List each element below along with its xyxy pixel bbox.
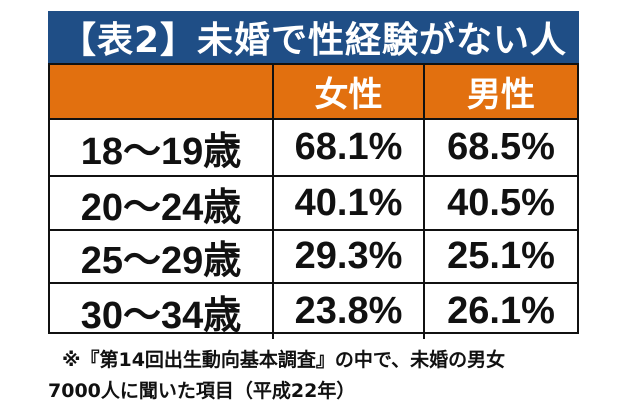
footnote-line-2: 7000人に聞いた項目（平成22年） [48, 380, 356, 402]
header-blank [50, 65, 274, 120]
header-male: 男性 [425, 65, 577, 120]
row-female-value: 29.3% [274, 231, 425, 284]
row-male-value: 26.1% [447, 290, 555, 332]
row-age-label: 20〜24歳 [50, 177, 274, 231]
table-title: 【表2】未婚で性経験がない人 [48, 11, 579, 63]
row-age-label: 18〜19歳 [50, 120, 274, 177]
row-female-value: 23.8% [274, 284, 425, 339]
footnote-line-1: ※『第14回出生動向基本調査』の中で、未婚の男女 [62, 349, 506, 371]
row-female-value: 40.1% [274, 177, 425, 231]
row-male-value: 40.5% [425, 177, 577, 231]
survey-table: 女性 男性 18〜19歳 68.1% 68.5% 20〜24歳 40.1% 40… [48, 63, 579, 339]
row-age-label: 25〜29歳 [50, 231, 274, 284]
header-female: 女性 [274, 65, 425, 120]
row-female-value: 68.1% [274, 120, 425, 177]
row-male-value: 25.1% [425, 231, 577, 284]
row-age-label: 30〜34歳 [50, 284, 274, 339]
row-male-value: 68.5% [425, 120, 577, 177]
